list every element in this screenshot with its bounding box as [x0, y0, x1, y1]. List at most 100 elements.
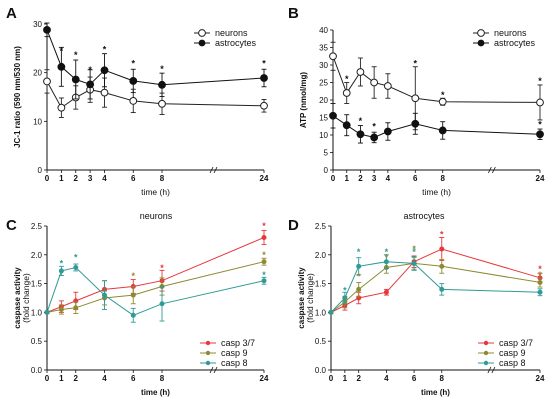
data-point [356, 68, 365, 76]
axis-break-mark [491, 166, 496, 174]
x-tick-label: 0 [45, 374, 50, 383]
data-point [102, 292, 108, 298]
data-point [370, 78, 379, 87]
data-point [158, 99, 166, 108]
y-tick-label: 0.0 [31, 366, 43, 375]
series-line [46, 81, 265, 109]
series-line [332, 56, 541, 103]
legend-label: casp 8 [499, 358, 526, 368]
data-point [130, 292, 136, 298]
y-tick-label: 2.0 [31, 251, 43, 260]
legend-marker [198, 39, 206, 47]
x-tick-label: 2 [74, 174, 79, 183]
legend-label: neurons [215, 28, 248, 38]
data-point [383, 82, 392, 90]
significance-marker: * [385, 253, 389, 263]
axis-break-mark [213, 166, 218, 174]
x-tick-label: 1 [344, 174, 349, 183]
legend-marker [483, 340, 489, 346]
legend-marker [205, 340, 211, 346]
data-point [159, 301, 165, 307]
data-point [356, 263, 362, 269]
chart-title: neurons [140, 211, 173, 221]
significance-marker: * [357, 247, 361, 257]
data-point [130, 312, 136, 318]
significance-marker: * [60, 46, 64, 56]
data-point [411, 260, 417, 266]
data-point [44, 309, 50, 315]
data-point [439, 246, 445, 252]
x-tick-label: 4 [386, 174, 391, 183]
data-point [73, 305, 79, 311]
x-tick-label: 1 [343, 374, 348, 383]
x-tick-label: 24 [536, 174, 545, 183]
data-point [537, 279, 543, 285]
data-point [43, 25, 51, 34]
legend-label: casp 8 [221, 358, 248, 368]
data-point [261, 278, 267, 284]
data-point [356, 130, 365, 139]
significance-marker: * [262, 58, 266, 68]
data-point [537, 289, 543, 295]
data-point [58, 268, 64, 274]
legend-item: casp 3/7 [478, 338, 533, 348]
series-astrocytes [43, 22, 268, 100]
significance-marker: * [343, 286, 347, 296]
y-tick-label: 0 [324, 166, 329, 175]
data-point [411, 94, 420, 103]
significance-marker: * [262, 250, 266, 260]
series-line [46, 261, 265, 313]
axis-break-mark [213, 366, 218, 374]
panel-label: D [288, 217, 299, 234]
data-point [158, 80, 166, 89]
series-casp-3-7 [328, 237, 543, 315]
y-axis-label: caspase activity [13, 267, 22, 329]
chart-title: astrocytes [403, 211, 445, 221]
series-line [46, 237, 265, 313]
significance-marker: * [412, 247, 416, 257]
x-tick-label: 0 [329, 374, 334, 383]
significance-marker: * [160, 64, 164, 74]
legend-label: casp 9 [221, 348, 248, 358]
x-axis-label: time (h) [141, 187, 170, 197]
data-point [439, 286, 445, 292]
data-point [260, 74, 268, 82]
significance-marker: * [103, 44, 107, 54]
data-point [383, 289, 389, 295]
significance-marker: * [60, 258, 64, 268]
y-tick-label: 10 [33, 117, 42, 126]
series-neurons [43, 69, 268, 118]
data-point [329, 111, 337, 120]
data-point [356, 286, 362, 292]
data-point [383, 127, 392, 136]
data-point [328, 309, 334, 315]
data-point [43, 77, 51, 86]
significance-marker: * [74, 253, 78, 263]
y-tick-label: 30 [319, 61, 328, 70]
data-point [129, 77, 138, 85]
significance-marker: * [357, 272, 361, 282]
y-axis-label: ATP (nmol/mg) [299, 72, 308, 128]
x-tick-label: 0 [45, 174, 50, 183]
significance-marker: * [372, 121, 376, 131]
data-point [261, 235, 267, 241]
data-point [438, 126, 447, 135]
x-axis-label: time (h) [422, 187, 451, 197]
x-tick-label: 3 [88, 174, 93, 183]
panel-label: A [6, 5, 17, 22]
panel-label: B [288, 5, 299, 22]
legend-label: astrocytes [215, 38, 257, 48]
x-tick-label: 3 [372, 174, 377, 183]
y-tick-label: 0.0 [315, 366, 327, 375]
axis-break-mark [487, 366, 492, 374]
data-point [261, 259, 267, 265]
legend-label: casp 9 [499, 348, 526, 358]
significance-marker: * [262, 221, 266, 231]
